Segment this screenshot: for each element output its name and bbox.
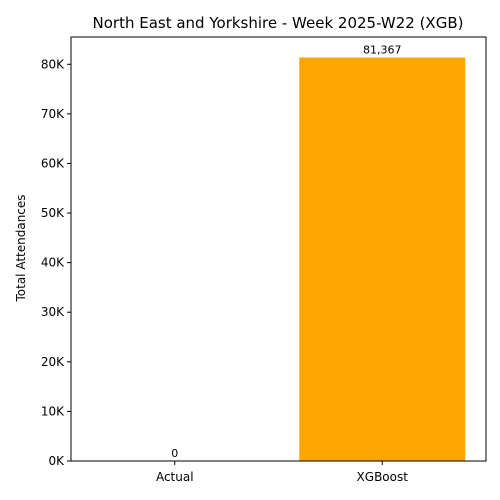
y-tick-label: 40K — [41, 256, 65, 270]
y-tick-label: 60K — [41, 156, 65, 170]
y-tick-label: 20K — [41, 355, 65, 369]
data-label-xgboost: 81,367 — [363, 43, 402, 56]
chart-title: North East and Yorkshire - Week 2025-W22… — [93, 14, 464, 32]
y-tick-label: 70K — [41, 107, 65, 121]
y-tick-label: 80K — [41, 57, 65, 71]
y-axis-label: Total Attendances — [14, 194, 28, 302]
plot-area: 0 Actual 81,367 XGBoost 0K 10K 20K 30K 40K 50K 60K… — [41, 36, 487, 484]
y-tick-label: 30K — [41, 305, 65, 319]
x-tick-label-actual: Actual — [156, 470, 194, 484]
y-tick-label: 0K — [48, 454, 65, 468]
plot-frame — [70, 36, 487, 462]
x-tick-label-xgboost: XGBoost — [357, 470, 409, 484]
y-tick-label: 50K — [41, 206, 65, 220]
bar-xgboost — [299, 57, 466, 461]
y-tick-label: 10K — [41, 404, 65, 418]
data-label-actual: 0 — [171, 447, 178, 460]
